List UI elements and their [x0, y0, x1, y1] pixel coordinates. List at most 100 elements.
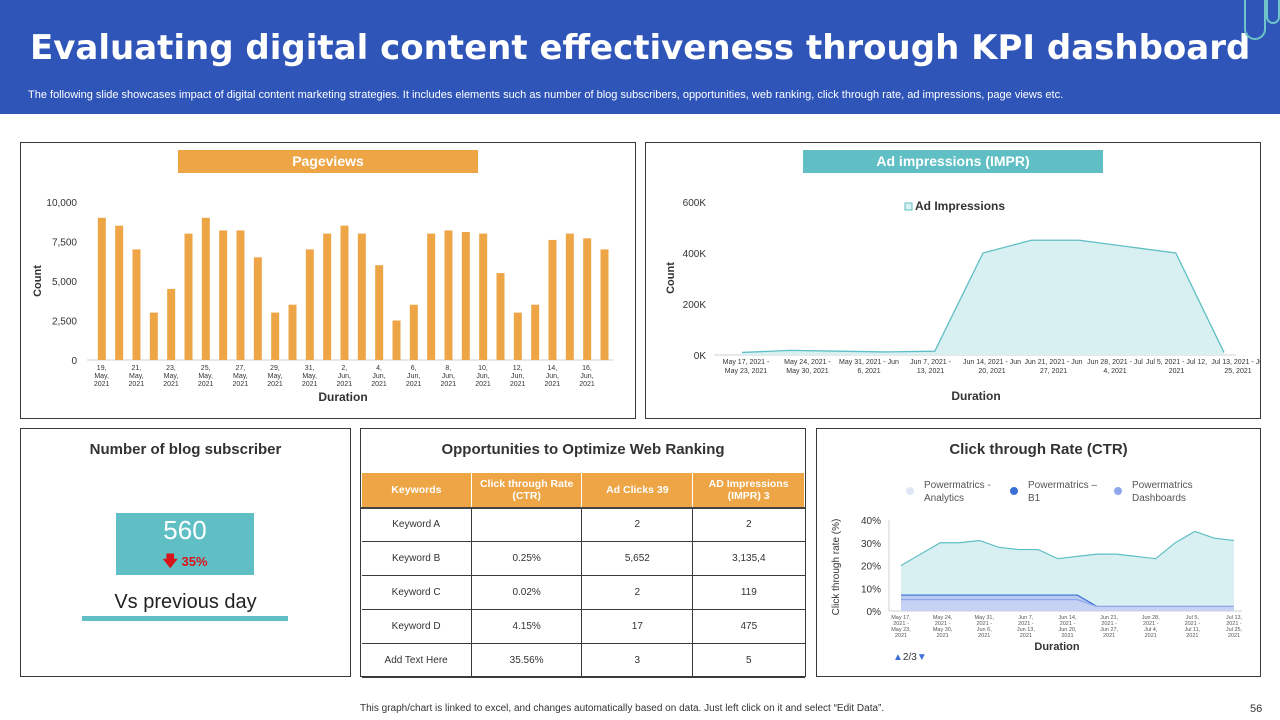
legend-pager[interactable]: ▲2/3▼	[893, 652, 927, 663]
y-tick-label: 200K	[683, 300, 707, 311]
x-tick-label-line: Jun,	[442, 373, 455, 380]
x-tick-label-line: 2021 -	[1226, 621, 1242, 627]
impressions-line	[741, 239, 1225, 354]
x-tick-label-line: May,	[129, 373, 144, 380]
x-tick-label-line: 2021	[233, 381, 249, 388]
blog-subscriber-title: Number of blog subscriber	[89, 441, 282, 458]
x-tick-label-line: 2021 -	[1101, 621, 1117, 627]
subscriber-count: 560	[163, 515, 207, 545]
table-cell: 2	[581, 575, 694, 610]
y-tick-label: 400K	[683, 249, 707, 260]
decorative-ribbon	[1244, 0, 1266, 40]
pageviews-bar	[184, 233, 193, 360]
pageviews-bar	[115, 225, 124, 360]
x-tick-label: May 31, 2021 - Jun 6, 2021	[839, 359, 899, 375]
pageviews-bar	[305, 249, 314, 360]
x-tick-label: Jun 28, 2021 -Jul 4, 2021	[1142, 615, 1161, 639]
x-tick-label: Jun 28, 2021 - Jul 4, 2021	[1087, 359, 1143, 375]
pageviews-title: Pageviews	[178, 150, 478, 173]
x-tick-label: Jul 5, 2021 -Jul 11, 2021	[1184, 615, 1200, 639]
x-tick-label-line: May 17, 2021 -	[723, 359, 770, 366]
x-tick-label-line: 2021	[579, 381, 595, 388]
x-tick-label-line: 2021	[545, 381, 561, 388]
x-tick-label-line: 25,	[201, 365, 211, 372]
y-tick-label: 600K	[683, 198, 707, 209]
x-tick-label: 21, May, 2021	[129, 365, 145, 388]
pageviews-bar	[427, 233, 436, 360]
x-tick-label-line: Jul 25,	[1226, 627, 1243, 633]
x-tick-label-line: Jun 6,	[977, 627, 992, 633]
pageviews-bar	[219, 230, 228, 360]
pageviews-bar	[479, 233, 488, 360]
x-tick-label-line: Jun 7,	[1018, 615, 1033, 621]
pager-up-icon[interactable]: ▲	[893, 652, 903, 663]
ad-impressions-title: Ad impressions (IMPR)	[803, 150, 1103, 173]
y-axis-title: Click through rate (%)	[831, 519, 842, 616]
x-tick-label-line: 13, 2021	[917, 368, 944, 375]
page-subtitle: The following slide showcases impact of …	[28, 89, 1064, 101]
x-tick-label-line: Jul 11,	[1184, 627, 1200, 633]
x-tick-label-line: 2021 -	[893, 621, 909, 627]
x-tick-label: 8, Jun, 2021	[441, 365, 457, 388]
table-cell	[471, 507, 583, 542]
decorative-ribbon	[1266, 0, 1280, 24]
x-tick-label-line: 10,	[478, 365, 488, 372]
pageviews-bar	[531, 304, 540, 360]
legend-swatch	[904, 202, 913, 211]
x-tick-label-line: 25, 2021	[1224, 368, 1251, 375]
x-tick-label-line: May,	[164, 373, 179, 380]
x-tick-label-line: 2021	[441, 381, 457, 388]
table-cell: 475	[692, 609, 805, 644]
y-tick-label: 7,500	[52, 238, 77, 249]
table-cell: 4.15%	[471, 609, 583, 644]
x-tick-label: May 24, 2021 - May 30, 2021	[784, 359, 831, 375]
table-cell: 35.56%	[471, 643, 583, 678]
legend-marker	[1010, 487, 1018, 495]
pageviews-bar	[288, 304, 297, 360]
y-tick-label: 0	[71, 356, 77, 367]
x-tick-label-line: Jun,	[546, 373, 559, 380]
table-cell: 5	[692, 643, 805, 678]
x-tick-label-line: Jun,	[407, 373, 420, 380]
x-axis-title: Duration	[1034, 641, 1080, 653]
x-tick-label: Jun 7, 2021 - 13, 2021	[910, 359, 952, 375]
x-tick-label-line: 2021 -	[1060, 621, 1076, 627]
column-header: Click through Rate (CTR)	[470, 472, 583, 509]
x-tick-label-line: Jun 14,	[1058, 615, 1077, 621]
y-tick-label: 0K	[694, 351, 707, 362]
pager-down-icon[interactable]: ▼	[916, 652, 927, 663]
legend-marker	[1114, 487, 1122, 495]
x-tick-label-line: May 23,	[891, 627, 911, 633]
x-tick-label-line: 12,	[513, 365, 523, 372]
x-tick-label-line: Jun 20,	[1058, 627, 1077, 633]
x-tick-label-line: 8,	[445, 365, 451, 372]
x-tick-label-line: 2021	[337, 381, 353, 388]
ad-impressions-chart[interactable]: 600K 400K 200K 0K Ad Impressions May 17, 2021…	[646, 143, 1260, 418]
ctr-panel[interactable]: Click through Rate (CTR) 40% 30% 20% 10% 0% P…	[816, 428, 1261, 677]
impressions-area	[742, 240, 1224, 355]
x-tick-label-line: Jun 28, 2021 - Jul	[1087, 359, 1143, 366]
x-tick-label-line: 2021	[129, 381, 145, 388]
pageviews-bar	[201, 217, 210, 360]
table-cell: 3	[581, 643, 694, 678]
ctr-chart[interactable]: 40%30%20%10%0%Powermatrics -AnalyticsPow…	[817, 429, 1260, 676]
legend-label-line: Powermatrics	[1132, 480, 1193, 491]
footer-note: This graph/chart is linked to excel, and…	[360, 703, 885, 714]
ctr-title: Click through Rate (CTR)	[949, 441, 1128, 458]
x-tick-label-line: Jun 21,	[1100, 615, 1119, 621]
pageviews-bar	[496, 273, 505, 360]
pageviews-bar	[409, 304, 418, 360]
x-tick-label-line: 2021	[371, 381, 387, 388]
x-tick-label: 10, Jun, 2021	[475, 365, 491, 388]
pager-label: 2/3	[902, 652, 917, 663]
x-tick-label: Jun 21, 2021 -Jun 27, 2021	[1100, 615, 1119, 639]
ad-impressions-panel[interactable]: Ad impressions (IMPR) 600K 400K 200K 0K Ad I…	[645, 142, 1261, 419]
x-tick-label-line: May 31,	[974, 615, 994, 621]
legend-label-line: Powermatrics –	[1028, 480, 1097, 491]
arrow-down-icon: 🡇	[162, 553, 178, 570]
x-tick-label-line: 31,	[305, 365, 315, 372]
subscriber-change: 🡇 35%	[116, 551, 254, 576]
legend-label: Powermatrics – B1	[1028, 480, 1097, 504]
pageviews-panel[interactable]: Pageviews 10,000 7,500 5,000 2,500 0 19, May, 2…	[20, 142, 636, 419]
